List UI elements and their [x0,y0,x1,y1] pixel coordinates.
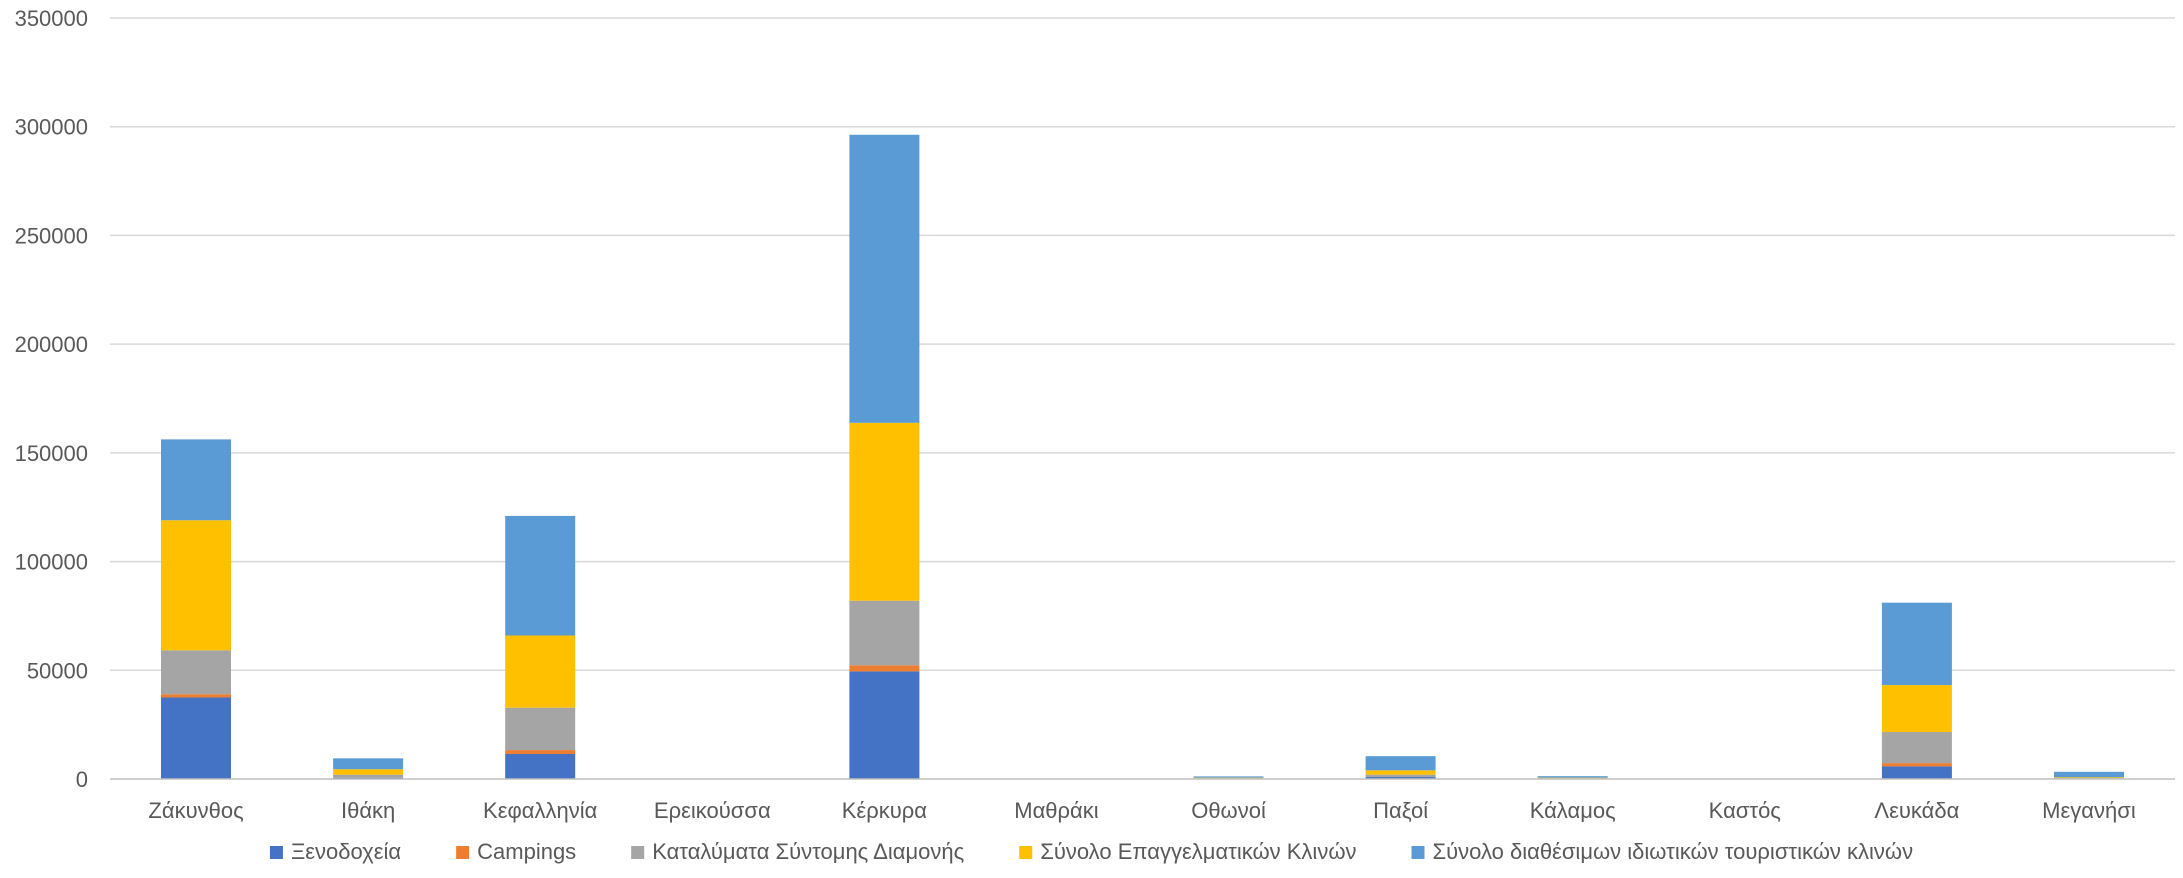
bar-segment [161,697,231,779]
legend-label: Campings [477,839,576,864]
bar-segment [849,671,920,779]
y-axis-tick-labels: 0 50000 100000 150000 200000 250000 300000 3500… [15,6,88,792]
x-category-label: Ερεικούσσα [654,798,771,823]
bar-segment [333,774,404,778]
legend-label: Ξενοδοχεία [291,839,401,864]
legend-item: Καταλύματα Σύντομης Διαμονής [631,839,964,864]
x-category-label: Κέρκυρα [842,798,928,823]
bar-segment [505,754,576,779]
bar-segment [1881,602,1952,686]
bar-segment [1193,776,1264,778]
y-tick-label: 300000 [15,115,88,140]
bar-segment [1365,756,1436,771]
bar-segment [505,707,576,751]
bar-segment [849,665,920,672]
bar-segment [1193,777,1264,779]
bar-segment [849,600,920,666]
x-category-label: Καστός [1709,798,1781,823]
bar-segment [1365,770,1436,775]
legend-item: Ξενοδοχεία [269,839,401,864]
bar-segment [333,758,404,770]
bar-segment [1881,685,1952,733]
bar-segment [1881,763,1952,767]
bar-segment [1881,732,1952,764]
bar-segment [505,635,576,708]
bar-segment [161,650,231,695]
y-tick-label: 200000 [15,332,88,357]
x-category-label: Μαθράκι [1014,798,1099,823]
bar-segment [849,422,920,601]
x-category-label: Κάλαμος [1530,798,1616,823]
bars [161,134,2124,779]
gridlines [110,17,2175,672]
x-category-label: Κεφαλληνία [483,798,598,823]
legend-swatch [1411,846,1425,859]
legend-swatch [631,846,645,859]
bar-segment [1881,766,1952,779]
x-category-label: Ζάκυνθος [148,798,243,823]
x-axis-category-labels: Ζάκυνθος Ιθάκη Κεφαλληνία Ερεικούσσα Κέρκυρα… [148,798,2135,823]
bar-segment [1365,774,1436,778]
legend-label: Καταλύματα Σύντομης Διαμονής [652,839,964,864]
bar-segment [505,750,576,754]
bar-segment [1537,776,1608,778]
bar-segment [161,694,231,698]
y-tick-label: 50000 [27,658,88,683]
x-category-label: Παξοί [1373,798,1428,823]
legend-label: Σύνολο Επαγγελματικών Κλινών [1040,839,1356,864]
bar-segment [505,515,576,636]
bar-segment [161,520,231,651]
bar-segment [161,439,231,521]
y-tick-label: 350000 [15,6,88,31]
legend: Ξενοδοχεία Campings Καταλύματα Σύντομης Δι… [269,839,1914,864]
x-category-label: Λευκάδα [1874,798,1959,823]
legend-item: Σύνολο Επαγγελματικών Κλινών [1019,839,1357,864]
x-category-label: Μεγανήσι [2042,798,2136,823]
bar-segment [2054,777,2124,779]
y-tick-label: 250000 [15,223,88,248]
legend-swatch [456,846,470,859]
legend-item: Σύνολο διαθέσιμων ιδιωτικών τουριστικών … [1411,839,1914,864]
x-category-label: Οθωνοί [1191,798,1266,823]
y-tick-label: 100000 [15,550,88,575]
x-category-label: Ιθάκη [341,798,395,823]
bar-segment [1365,777,1436,779]
legend-label: Σύνολο διαθέσιμων ιδιωτικών τουριστικών … [1433,839,1914,864]
bar-segment [333,769,404,775]
legend-swatch [269,846,283,859]
y-tick-label: 150000 [15,441,88,466]
bar-segment [2054,771,2124,778]
bar-segment [849,134,920,423]
bar-segment [1537,777,1608,779]
y-tick-label: 0 [76,767,88,792]
legend-swatch [1019,846,1033,859]
legend-item: Campings [456,839,576,864]
